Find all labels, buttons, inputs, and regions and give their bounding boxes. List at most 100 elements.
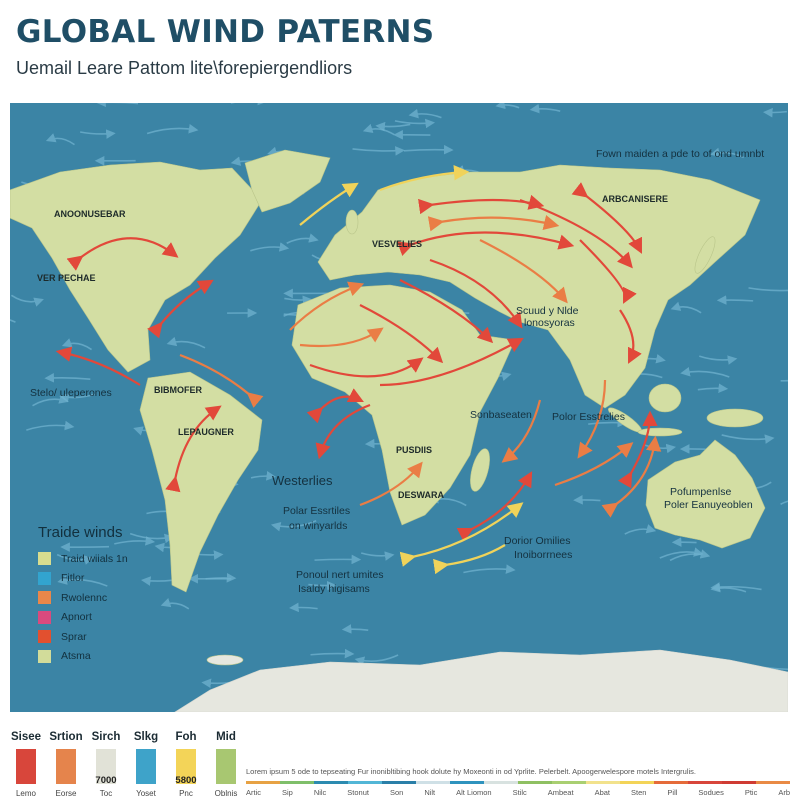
- wind-arrows: [55, 165, 662, 575]
- label-westerlies: Westerlies: [272, 473, 333, 488]
- color-swatches: Sisee Lemo Srtion Eorse Sirch 7000 Toc Slkg…: [6, 731, 246, 798]
- legend-item: Traid wiials 1n: [38, 549, 128, 569]
- label-europe: VESVELIES: [372, 239, 423, 249]
- arrow: [306, 388, 364, 424]
- label-africa-east: Sonbaseaten: [470, 409, 532, 421]
- streamline: [26, 420, 75, 431]
- page-title: GLOBAL WIND PATERNS: [16, 14, 435, 50]
- swatch-column: Srtion Eorse: [46, 731, 86, 798]
- legend-label: Fitlor: [61, 572, 85, 585]
- arrow: [601, 435, 662, 518]
- scale-segment: [552, 781, 586, 784]
- swatch-column: Slkg Yoset: [126, 731, 166, 798]
- streamline: [32, 394, 69, 407]
- scale-label: Son: [389, 788, 404, 797]
- streamline: [284, 295, 313, 306]
- streamline: [659, 547, 704, 559]
- arrow: [619, 309, 642, 364]
- legend-item: Atsma: [38, 647, 128, 667]
- streamline: [96, 97, 139, 108]
- legend-swatch: [38, 610, 51, 624]
- swatch-bar: [56, 749, 76, 784]
- streamline: [341, 624, 369, 634]
- arrow: [179, 353, 264, 408]
- swatch-header: Mid: [216, 731, 236, 743]
- swatch-column: Foh 5800 Pnc: [166, 731, 206, 798]
- streamline: [352, 146, 405, 156]
- streamline: [463, 564, 516, 574]
- scale-segment: [620, 781, 654, 784]
- label-india-1: Scuud y Nlde: [516, 305, 579, 317]
- arrow: [299, 327, 384, 348]
- arrow: [579, 239, 637, 304]
- swatch-footer: Oblnis: [214, 789, 238, 798]
- scale-segment: [654, 781, 688, 784]
- label-top-right: Fown maiden a pde to of ond umnbt: [596, 148, 765, 160]
- label-africa: PUSDIIS: [396, 445, 433, 455]
- legend-label: Atsma: [61, 650, 91, 663]
- legend-title: Traide winds: [38, 524, 123, 541]
- streamline: [205, 573, 237, 583]
- label-south-africa: DESWARA: [398, 490, 445, 500]
- label-dorior-2: Inoiborrnees: [514, 549, 573, 561]
- streamline: [495, 99, 520, 110]
- arrow: [299, 182, 359, 226]
- streamline: [146, 123, 199, 135]
- swatch-bar: 7000: [95, 749, 117, 786]
- streamline: [360, 551, 395, 561]
- arrow: [379, 165, 470, 192]
- swatch-value: 5800: [175, 775, 197, 786]
- color-scale-labels: Artic Sip Nilc Stonut Son Nilt Alt Liomon Stilc…: [246, 788, 790, 797]
- label-india-2: lonosyoras: [524, 317, 575, 329]
- scale-label: Abat: [594, 788, 610, 797]
- swatch-column: Sirch 7000 Toc: [86, 731, 126, 798]
- color-scale-strip: Lorem ipsum 5 ode to tepseating Fur inon…: [246, 767, 790, 797]
- label-usa: VER PECHAE: [37, 273, 96, 283]
- scale-label: Arb: [778, 788, 790, 797]
- streamline: [670, 301, 702, 314]
- swatch-bar: [16, 749, 36, 784]
- swatch-header: Srtion: [49, 731, 83, 743]
- label-asia: ARBCANISERE: [602, 194, 669, 204]
- streamline: [270, 519, 317, 532]
- scale-label: Sodues: [698, 788, 724, 797]
- legend-swatch: [38, 591, 51, 605]
- streamline: [394, 118, 436, 129]
- scale-segment: [586, 781, 620, 784]
- label-central: Stelo/ uleperones: [30, 387, 112, 399]
- arrow: [433, 544, 506, 575]
- japan: [694, 236, 716, 274]
- color-scale-bar: [246, 781, 790, 784]
- legend-label: Traid wiials 1n: [61, 552, 128, 565]
- streamline: [408, 108, 442, 119]
- scale-segment: [518, 781, 552, 784]
- arrow: [165, 405, 222, 493]
- scale-label: Stilc: [512, 788, 527, 797]
- swatch-footer: Pnc: [179, 789, 193, 798]
- scale-segment: [382, 781, 416, 784]
- legend-swatch: [38, 649, 51, 663]
- scale-label: Sip: [281, 788, 293, 797]
- uk: [345, 209, 359, 235]
- scale-segment: [246, 781, 280, 784]
- swatch-bar: 5800: [175, 749, 197, 786]
- streamline: [314, 554, 362, 565]
- streamline: [710, 582, 762, 592]
- australia: [645, 439, 766, 549]
- streamline: [354, 654, 399, 666]
- legend-swatch: [38, 630, 51, 644]
- arrow: [399, 502, 524, 567]
- streamline: [716, 295, 754, 305]
- arrow: [501, 399, 542, 463]
- arrow: [55, 346, 141, 386]
- streamline: [680, 367, 730, 378]
- legend-item: Apnort: [38, 608, 128, 628]
- swatch-footer: Lemo: [15, 789, 36, 798]
- label-south-america: LEPAUGNER: [178, 427, 234, 437]
- strip-description: Lorem ipsum 5 ode to tepseating Fur inon…: [246, 767, 696, 776]
- scale-label: Ptic: [744, 788, 758, 797]
- streamline: [10, 294, 44, 307]
- streamline: [45, 133, 75, 146]
- scale-segment: [688, 781, 722, 784]
- new-guinea: [706, 408, 764, 428]
